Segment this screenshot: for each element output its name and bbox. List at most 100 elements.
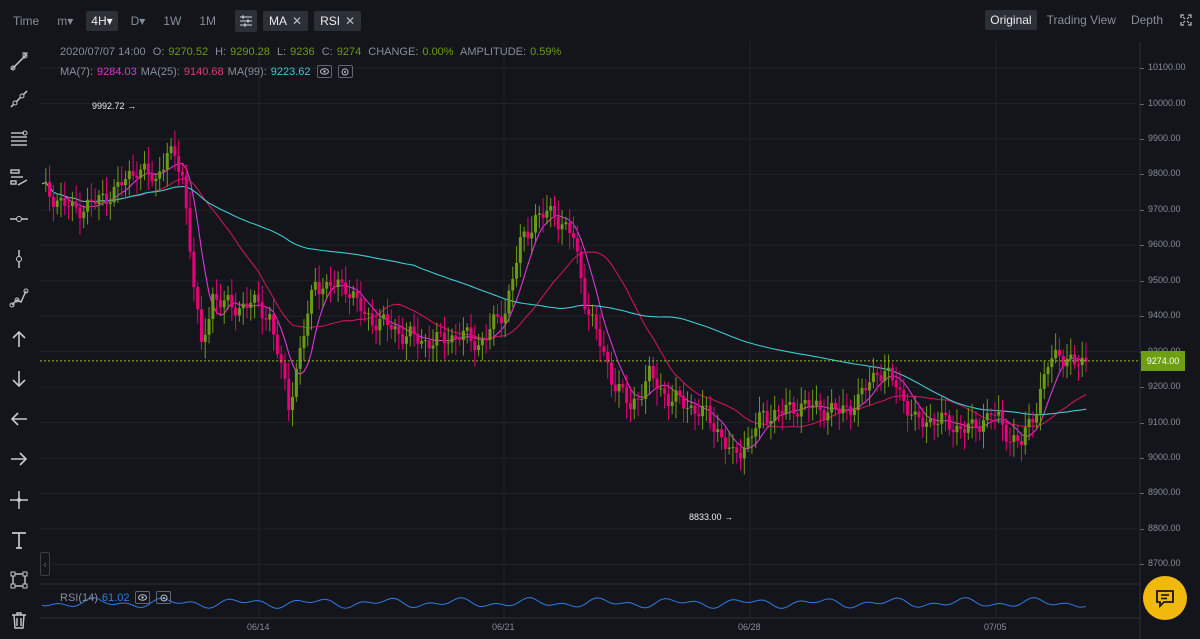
- week-button[interactable]: 1W: [163, 14, 182, 28]
- horizontal-line-icon[interactable]: [8, 208, 30, 230]
- candle-body: [989, 413, 993, 416]
- candle-body: [253, 294, 257, 303]
- candle-body: [978, 427, 982, 432]
- candle-body: [454, 335, 458, 339]
- path-icon[interactable]: [8, 287, 30, 309]
- price-tick-mark: [1140, 138, 1144, 140]
- candle-body: [981, 420, 985, 432]
- candle-body: [864, 388, 868, 391]
- candle-body: [534, 214, 538, 233]
- candle-body: [177, 155, 181, 172]
- candle-body: [480, 339, 484, 346]
- arrow-left-icon[interactable]: [8, 408, 30, 430]
- candle-body: [48, 181, 52, 197]
- minutes-dropdown[interactable]: m▾: [57, 14, 74, 28]
- price-tick-mark: [1140, 316, 1144, 318]
- candle-body: [131, 170, 135, 176]
- price-tick-label: 9300.00: [1148, 346, 1181, 356]
- ma-indicator-chip[interactable]: MA ✕: [263, 11, 309, 31]
- candle-body: [74, 201, 78, 208]
- candle-body: [1035, 413, 1039, 423]
- month-button[interactable]: 1M: [199, 14, 217, 28]
- arrow-up-icon[interactable]: [8, 328, 30, 350]
- candle-body: [944, 412, 948, 416]
- candle-body: [811, 405, 815, 407]
- candle-body: [154, 178, 158, 182]
- low-price-marker-label: 8833.00: [689, 512, 722, 522]
- candle-body: [879, 375, 883, 382]
- candle-body: [245, 303, 249, 308]
- candle-body: [666, 393, 670, 407]
- candle-body: [340, 279, 344, 283]
- depth-view-tab[interactable]: Depth: [1130, 13, 1163, 27]
- candle-body: [230, 294, 234, 308]
- candle-body: [116, 181, 120, 187]
- candle-body: [704, 405, 708, 407]
- price-tick-mark: [1140, 103, 1144, 105]
- ma25-value: 9140.68: [183, 65, 224, 78]
- candle-body: [279, 354, 283, 363]
- candle-body: [135, 175, 139, 179]
- fib-icon[interactable]: [8, 128, 30, 150]
- line-icon[interactable]: [8, 51, 30, 73]
- candle-body: [868, 382, 872, 391]
- trash-icon[interactable]: [8, 609, 30, 631]
- vertical-line-icon[interactable]: [8, 248, 30, 270]
- close-icon[interactable]: ✕: [292, 14, 303, 28]
- fullscreen-icon[interactable]: [1180, 14, 1192, 26]
- ma25-label: MA(25):: [140, 65, 180, 78]
- chat-button[interactable]: [1143, 576, 1187, 620]
- candle-body: [89, 199, 93, 202]
- candle-body: [617, 384, 621, 392]
- day-dropdown[interactable]: D▾: [130, 14, 146, 28]
- candle-body: [731, 447, 735, 449]
- candle-body: [329, 281, 333, 286]
- candle-body: [416, 333, 420, 344]
- close-value: 9274: [336, 46, 362, 58]
- eye-icon[interactable]: [135, 591, 151, 604]
- time-button[interactable]: Time: [13, 14, 40, 28]
- candle-body: [799, 403, 803, 417]
- indicator-settings-button[interactable]: [235, 10, 258, 32]
- candle-body: [93, 201, 97, 205]
- crosshair-icon[interactable]: [8, 489, 30, 511]
- candle-body: [97, 195, 101, 205]
- eye-icon[interactable]: [316, 65, 332, 78]
- candle-body: [549, 206, 553, 211]
- candle-body: [294, 368, 298, 397]
- settings-icon[interactable]: [156, 591, 172, 604]
- arrow-down-icon[interactable]: [8, 368, 30, 390]
- candle-body: [382, 314, 386, 319]
- ray-icon[interactable]: [8, 88, 30, 110]
- time-tick-label: 06/14: [247, 622, 270, 632]
- price-tick-label: 8800.00: [1148, 522, 1181, 533]
- candle-body: [750, 436, 754, 438]
- candle-body: [1046, 367, 1050, 375]
- candle-body: [222, 300, 226, 308]
- candle-body: [792, 402, 796, 414]
- amplitude-label: AMPLITUDE:: [460, 46, 527, 58]
- candle-body: [507, 290, 511, 314]
- original-view-tab[interactable]: Original: [985, 10, 1037, 30]
- rsi-indicator-chip[interactable]: RSI ✕: [314, 11, 362, 31]
- ma99-label: MA(99):: [227, 65, 267, 78]
- close-icon[interactable]: ✕: [345, 14, 356, 28]
- change-value: 0.00%: [422, 46, 454, 58]
- text-icon[interactable]: [8, 529, 30, 551]
- candle-body: [1027, 418, 1031, 428]
- rectangle-icon[interactable]: [8, 569, 30, 591]
- arrow-right-icon[interactable]: [8, 448, 30, 470]
- candle-body: [63, 197, 67, 206]
- candle-body: [837, 408, 841, 414]
- parallel-icon[interactable]: [8, 167, 30, 189]
- settings-icon[interactable]: [337, 65, 353, 78]
- tradingview-view-tab[interactable]: Trading View: [1046, 13, 1116, 27]
- ma-info-line: MA(7): 9284.03 MA(25): 9140.68 MA(99): 9223…: [60, 65, 357, 78]
- candle-body: [917, 411, 921, 418]
- low-value: 9236: [290, 46, 315, 58]
- candle-body: [814, 400, 818, 406]
- candle-body: [807, 399, 811, 407]
- interval-4h-dropdown[interactable]: 4H▾: [86, 11, 118, 31]
- candle-body: [484, 339, 488, 341]
